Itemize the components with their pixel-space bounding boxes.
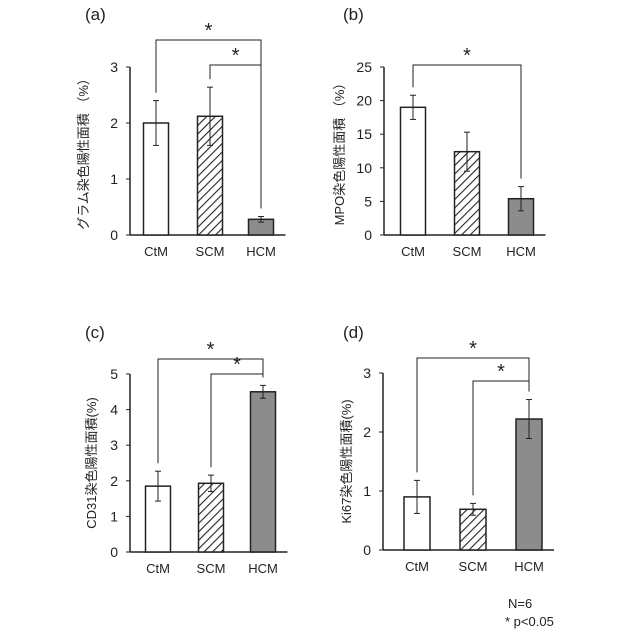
x-tick-label: CtM	[144, 244, 168, 259]
panel-label: (c)	[85, 323, 105, 342]
y-tick-label: 1	[110, 508, 118, 524]
y-axis-label: グラム染色陽性面積 （%）	[76, 72, 91, 230]
x-tick-label: SCM	[453, 244, 482, 259]
y-tick-label: 0	[364, 227, 372, 243]
panel-label: (b)	[343, 5, 364, 24]
y-tick-label: 0	[110, 227, 118, 243]
x-tick-label: HCM	[248, 561, 278, 576]
figure: (a)0123グラム染色陽性面積 （%）CtMSCMHCM**(b)051015…	[0, 0, 640, 640]
significance-star: *	[232, 45, 240, 67]
x-tick-label: HCM	[506, 244, 536, 259]
y-tick-label: 25	[356, 59, 372, 75]
y-tick-label: 2	[363, 424, 371, 440]
y-axis-label: MPO染色陽性面積 （%）	[332, 77, 347, 226]
y-axis-label: CD31染色陽性面積(%)	[84, 397, 99, 528]
y-tick-label: 20	[356, 93, 372, 109]
significance-note: * p<0.05	[505, 614, 554, 629]
y-tick-label: 3	[110, 59, 118, 75]
y-tick-label: 1	[363, 483, 371, 499]
y-tick-label: 1	[110, 171, 118, 187]
x-tick-label: SCM	[197, 561, 226, 576]
y-tick-label: 3	[110, 437, 118, 453]
significance-star: *	[469, 338, 477, 360]
x-tick-label: HCM	[514, 559, 544, 574]
significance-star: *	[205, 20, 213, 42]
panel-label: (a)	[85, 5, 106, 24]
y-axis-label: Ki67染色陽性面積(%)	[339, 399, 354, 523]
y-tick-label: 10	[356, 160, 372, 176]
significance-star: *	[233, 354, 241, 376]
y-tick-label: 5	[110, 366, 118, 382]
y-tick-label: 5	[364, 193, 372, 209]
bar-scm	[199, 483, 224, 552]
y-tick-label: 0	[110, 544, 118, 560]
significance-star: *	[207, 339, 215, 361]
x-tick-label: HCM	[246, 244, 276, 259]
y-tick-label: 4	[110, 402, 118, 418]
y-tick-label: 0	[363, 542, 371, 558]
y-tick-label: 2	[110, 473, 118, 489]
sample-size-note: N=6	[508, 596, 532, 611]
x-tick-label: SCM	[196, 244, 225, 259]
significance-star: *	[497, 361, 505, 383]
panel-label: (d)	[343, 323, 364, 342]
x-tick-label: CtM	[405, 559, 429, 574]
bar-hcm	[251, 392, 276, 552]
bar-chart-panels: (a)0123グラム染色陽性面積 （%）CtMSCMHCM**(b)051015…	[0, 0, 640, 640]
x-tick-label: CtM	[401, 244, 425, 259]
significance-star: *	[463, 45, 471, 67]
y-tick-label: 3	[363, 365, 371, 381]
y-tick-label: 2	[110, 115, 118, 131]
x-tick-label: SCM	[459, 559, 488, 574]
x-tick-label: CtM	[146, 561, 170, 576]
bar-ctm	[401, 107, 426, 235]
y-tick-label: 15	[356, 126, 372, 142]
